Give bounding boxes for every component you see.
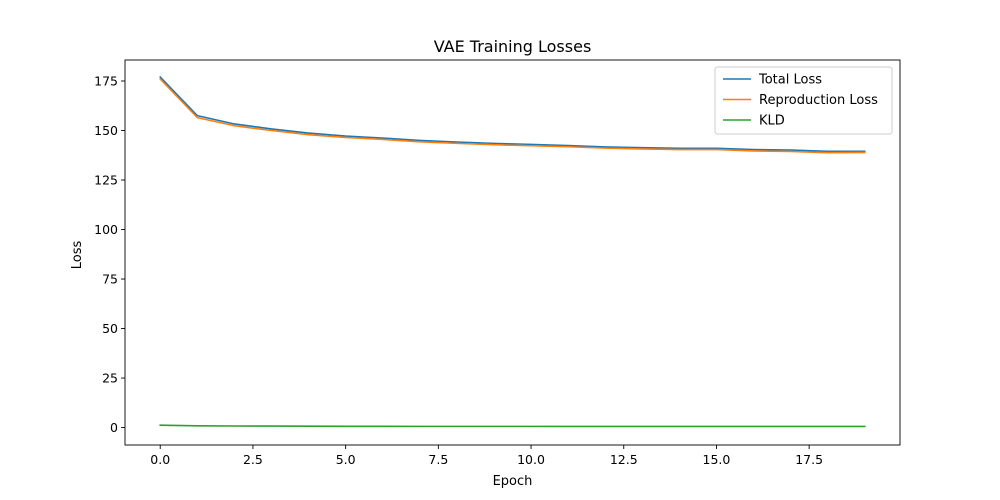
y-tick-label: 0 — [110, 420, 118, 435]
legend-label-total-loss: Total Loss — [758, 73, 822, 88]
legend-label-reproduction-loss: Reproduction Loss — [759, 93, 878, 108]
plot-area: 0.0 2.5 5.0 7.5 10.0 12.5 15.0 17.5 0 25 50 75 100 12… — [94, 59, 901, 467]
legend-box — [714, 66, 893, 135]
x-axis-label: Epoch — [493, 474, 533, 489]
legend: Total Loss Reproduction Loss KLD — [714, 66, 893, 135]
x-tick-label: 2.5 — [243, 452, 263, 467]
chart-title: VAE Training Losses — [434, 37, 592, 56]
y-tick-label: 175 — [94, 73, 118, 88]
y-tick-label: 100 — [94, 222, 118, 237]
x-tick-label: 0.0 — [150, 452, 170, 467]
x-tick-label: 10.0 — [517, 452, 545, 467]
y-tick-label: 150 — [94, 123, 118, 138]
axes-frame — [124, 59, 901, 446]
x-tick-label: 17.5 — [795, 452, 823, 467]
x-tick-label: 7.5 — [428, 452, 448, 467]
y-tick-label: 75 — [102, 272, 118, 287]
y-axis-label: Loss — [70, 241, 85, 270]
series-line-total-loss — [159, 75, 866, 153]
legend-label-kld: KLD — [759, 114, 785, 129]
y-tick-label: 50 — [102, 321, 118, 336]
series-line-kld — [159, 424, 866, 428]
series-line-reproduction-loss — [159, 77, 866, 154]
y-tick-label: 125 — [94, 173, 118, 188]
x-tick-label: 12.5 — [610, 452, 638, 467]
y-tick-label: 25 — [102, 371, 118, 386]
x-tick-label: 15.0 — [703, 452, 731, 467]
x-tick-label: 5.0 — [336, 452, 356, 467]
